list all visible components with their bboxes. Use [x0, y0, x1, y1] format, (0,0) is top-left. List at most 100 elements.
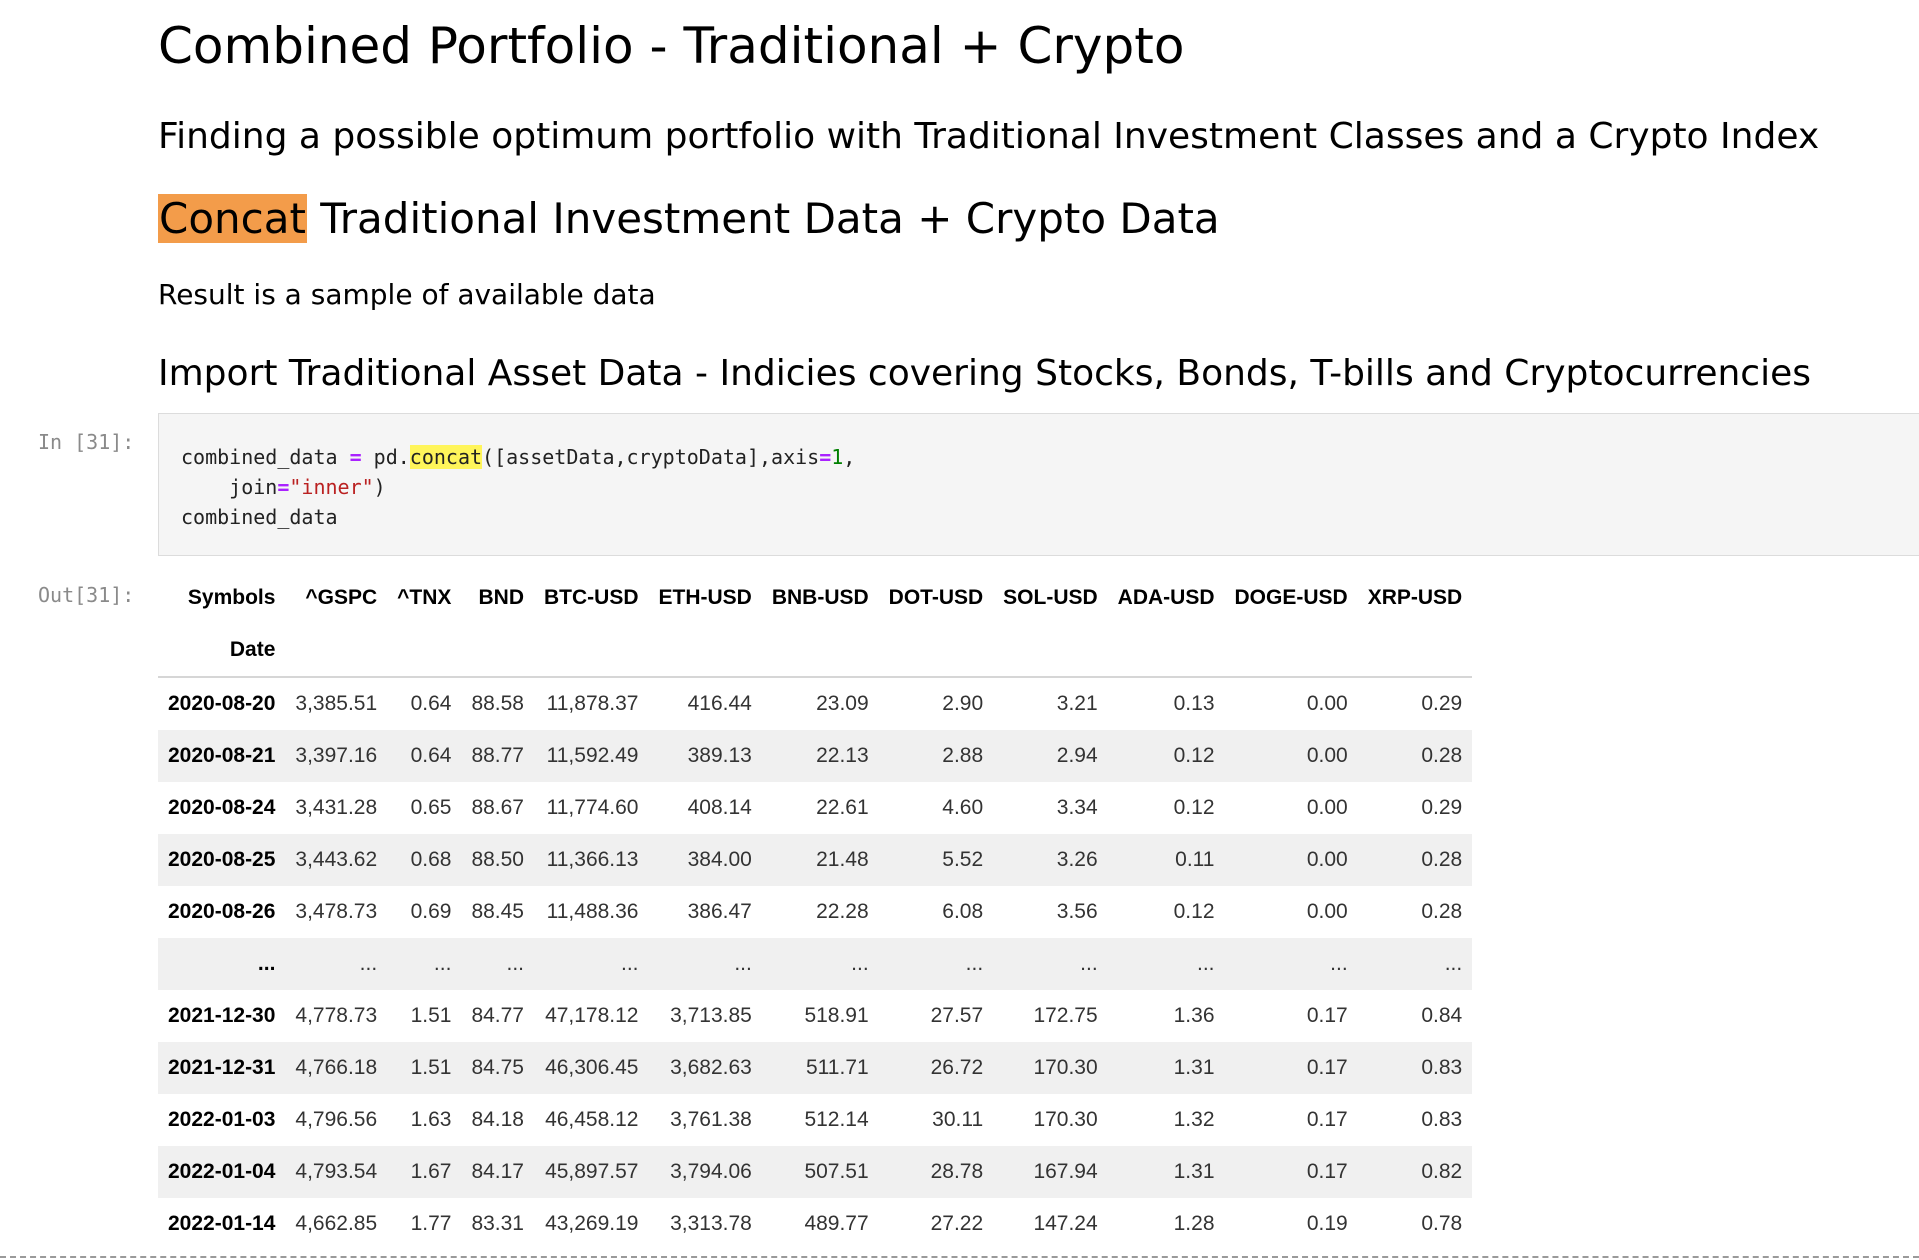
subtitle-heading: Finding a possible optimum portfolio wit… — [158, 116, 1820, 157]
column-axis-label: Symbols — [187, 586, 276, 609]
table-cell: ... — [359, 952, 378, 975]
table-cell: 384.00 — [687, 848, 752, 871]
table-cell: 4,766.18 — [295, 1056, 378, 1079]
table-body: 2020-08-20 3,385.51 0.64 88.58 11,878.37 416.… — [158, 677, 1473, 1250]
row-index-date: 2020-08-24 — [168, 796, 276, 819]
table-cell: ... — [1080, 952, 1098, 975]
table-cell: 84.77 — [471, 1004, 524, 1027]
table-cell: 88.77 — [471, 744, 524, 767]
table-cell: 11,488.36 — [546, 900, 639, 923]
table-cell: 4,778.73 — [295, 1004, 378, 1027]
table-cell: 1.32 — [1173, 1108, 1215, 1131]
table-cell: 518.91 — [804, 1004, 869, 1027]
table-index-header-row: Date — [158, 624, 1473, 678]
column-header: BND — [478, 586, 525, 609]
table-cell: 23.09 — [816, 692, 869, 715]
table-cell: 30.11 — [932, 1108, 984, 1131]
table-cell: 46,306.45 — [545, 1056, 639, 1079]
table-cell: 489.77 — [804, 1212, 869, 1235]
row-index-date: 2022-01-14 — [168, 1212, 276, 1235]
code-token-highlight: concat — [409, 445, 483, 469]
table-cell: 512.14 — [804, 1108, 869, 1131]
table-cell: 3,431.28 — [295, 796, 378, 819]
table-cell: 22.28 — [816, 900, 869, 923]
code-token: ([assetData,cryptoData],axis — [482, 445, 820, 469]
table-cell: 88.45 — [471, 900, 524, 923]
table-cell: 0.17 — [1306, 1160, 1348, 1183]
table-cell: 84.17 — [471, 1160, 524, 1183]
column-header: BTC-USD — [544, 586, 639, 609]
table-cell: 3,478.73 — [295, 900, 378, 923]
table-cell: 27.57 — [930, 1004, 984, 1027]
table-cell: 45,897.57 — [545, 1160, 639, 1183]
table-cell: 0.13 — [1173, 692, 1215, 715]
code-cell-editor[interactable]: combined_data = pd.concat([assetData,cry… — [158, 413, 1919, 556]
table-row: .................................... — [158, 938, 1473, 990]
table-cell: 22.13 — [816, 744, 869, 767]
column-header: XRP-USD — [1367, 586, 1463, 609]
table-cell: 3.34 — [1056, 796, 1098, 819]
table-cell: 27.22 — [930, 1212, 984, 1235]
table-cell: 84.18 — [471, 1108, 524, 1131]
input-prompt: In [31]: — [38, 430, 135, 454]
table-cell: 0.64 — [410, 692, 452, 715]
table-cell: 3,397.16 — [295, 744, 378, 767]
table-cell: 1.31 — [1173, 1056, 1215, 1079]
table-cell: 3,443.62 — [295, 848, 378, 871]
page-title: Combined Portfolio - Traditional + Crypt… — [158, 17, 1185, 75]
table-row: 2020-08-20 3,385.51 0.64 88.58 11,878.37 416.… — [158, 677, 1473, 730]
table-cell: 386.47 — [687, 900, 752, 923]
section-heading: Concat Traditional Investment Data + Cry… — [158, 190, 1220, 248]
table-cell: 88.67 — [471, 796, 524, 819]
table-cell: 0.64 — [410, 744, 452, 767]
table-row: 2020-08-24 3,431.28 0.65 88.67 11,774.60 408.… — [158, 782, 1473, 834]
table-cell: 21.48 — [816, 848, 869, 871]
table-cell: 147.24 — [1033, 1212, 1098, 1235]
table-cell: 0.83 — [1421, 1108, 1463, 1131]
table-cell: 170.30 — [1033, 1056, 1098, 1079]
table-cell: 11,592.49 — [546, 744, 639, 767]
table-cell: 0.12 — [1173, 744, 1215, 767]
table-cell: 47,178.12 — [545, 1004, 639, 1027]
table-cell: ... — [1196, 952, 1215, 975]
table-cell: 0.00 — [1306, 692, 1348, 715]
table-cell: 83.31 — [471, 1212, 524, 1235]
table-cell: 0.82 — [1421, 1160, 1463, 1183]
table-cell: 3,761.38 — [670, 1108, 752, 1131]
table-cell: 408.14 — [687, 796, 752, 819]
code-text[interactable]: combined_data = pd.concat([assetData,cry… — [181, 442, 855, 532]
table-cell: 1.36 — [1173, 1004, 1215, 1027]
table-row: 2022-01-04 4,793.54 1.67 84.17 45,897.57 3,79… — [158, 1146, 1473, 1198]
column-header: DOT-USD — [888, 586, 984, 609]
code-token-operator: = — [277, 475, 290, 499]
row-index-date: 2022-01-04 — [168, 1160, 276, 1183]
table-cell: ... — [1330, 952, 1348, 975]
table-cell: 0.69 — [410, 900, 452, 923]
code-token: combined_data — [181, 505, 338, 529]
table-cell: 2.88 — [942, 744, 984, 767]
table-cell: 0.28 — [1421, 900, 1463, 923]
code-token-string: "inner" — [289, 475, 374, 499]
table-cell: 0.83 — [1421, 1056, 1463, 1079]
table-cell: ... — [851, 952, 869, 975]
row-index-date: 2021-12-31 — [168, 1056, 276, 1079]
table-row: 2020-08-25 3,443.62 0.68 88.50 11,366.13 384.… — [158, 834, 1473, 886]
dataframe-table: Symbols ^GSPC ^TNX BND BTC-USD ETH-USD B… — [158, 572, 1473, 1250]
code-token-number: 1 — [831, 445, 844, 469]
row-index-date: 2020-08-21 — [168, 744, 276, 767]
row-index-date: 2020-08-26 — [168, 900, 276, 923]
table-cell: 3,313.78 — [670, 1212, 752, 1235]
table-row: 2020-08-21 3,397.16 0.64 88.77 11,592.49 389.… — [158, 730, 1473, 782]
row-index-date: 2020-08-25 — [168, 848, 276, 871]
row-index-date: ... — [257, 952, 276, 975]
table-cell: ... — [506, 952, 524, 975]
table-cell: 0.28 — [1421, 848, 1463, 871]
output-prompt: Out[31]: — [38, 583, 135, 607]
code-token: ) — [373, 475, 386, 499]
import-heading: Import Traditional Asset Data - Indicies… — [158, 353, 1811, 394]
table-cell: 0.00 — [1306, 796, 1348, 819]
column-header: DOGE-USD — [1234, 586, 1348, 609]
table-header-row: Symbols ^GSPC ^TNX BND BTC-USD ETH-USD B… — [158, 572, 1472, 624]
table-cell: 88.50 — [471, 848, 524, 871]
table-cell: 507.51 — [804, 1160, 869, 1183]
